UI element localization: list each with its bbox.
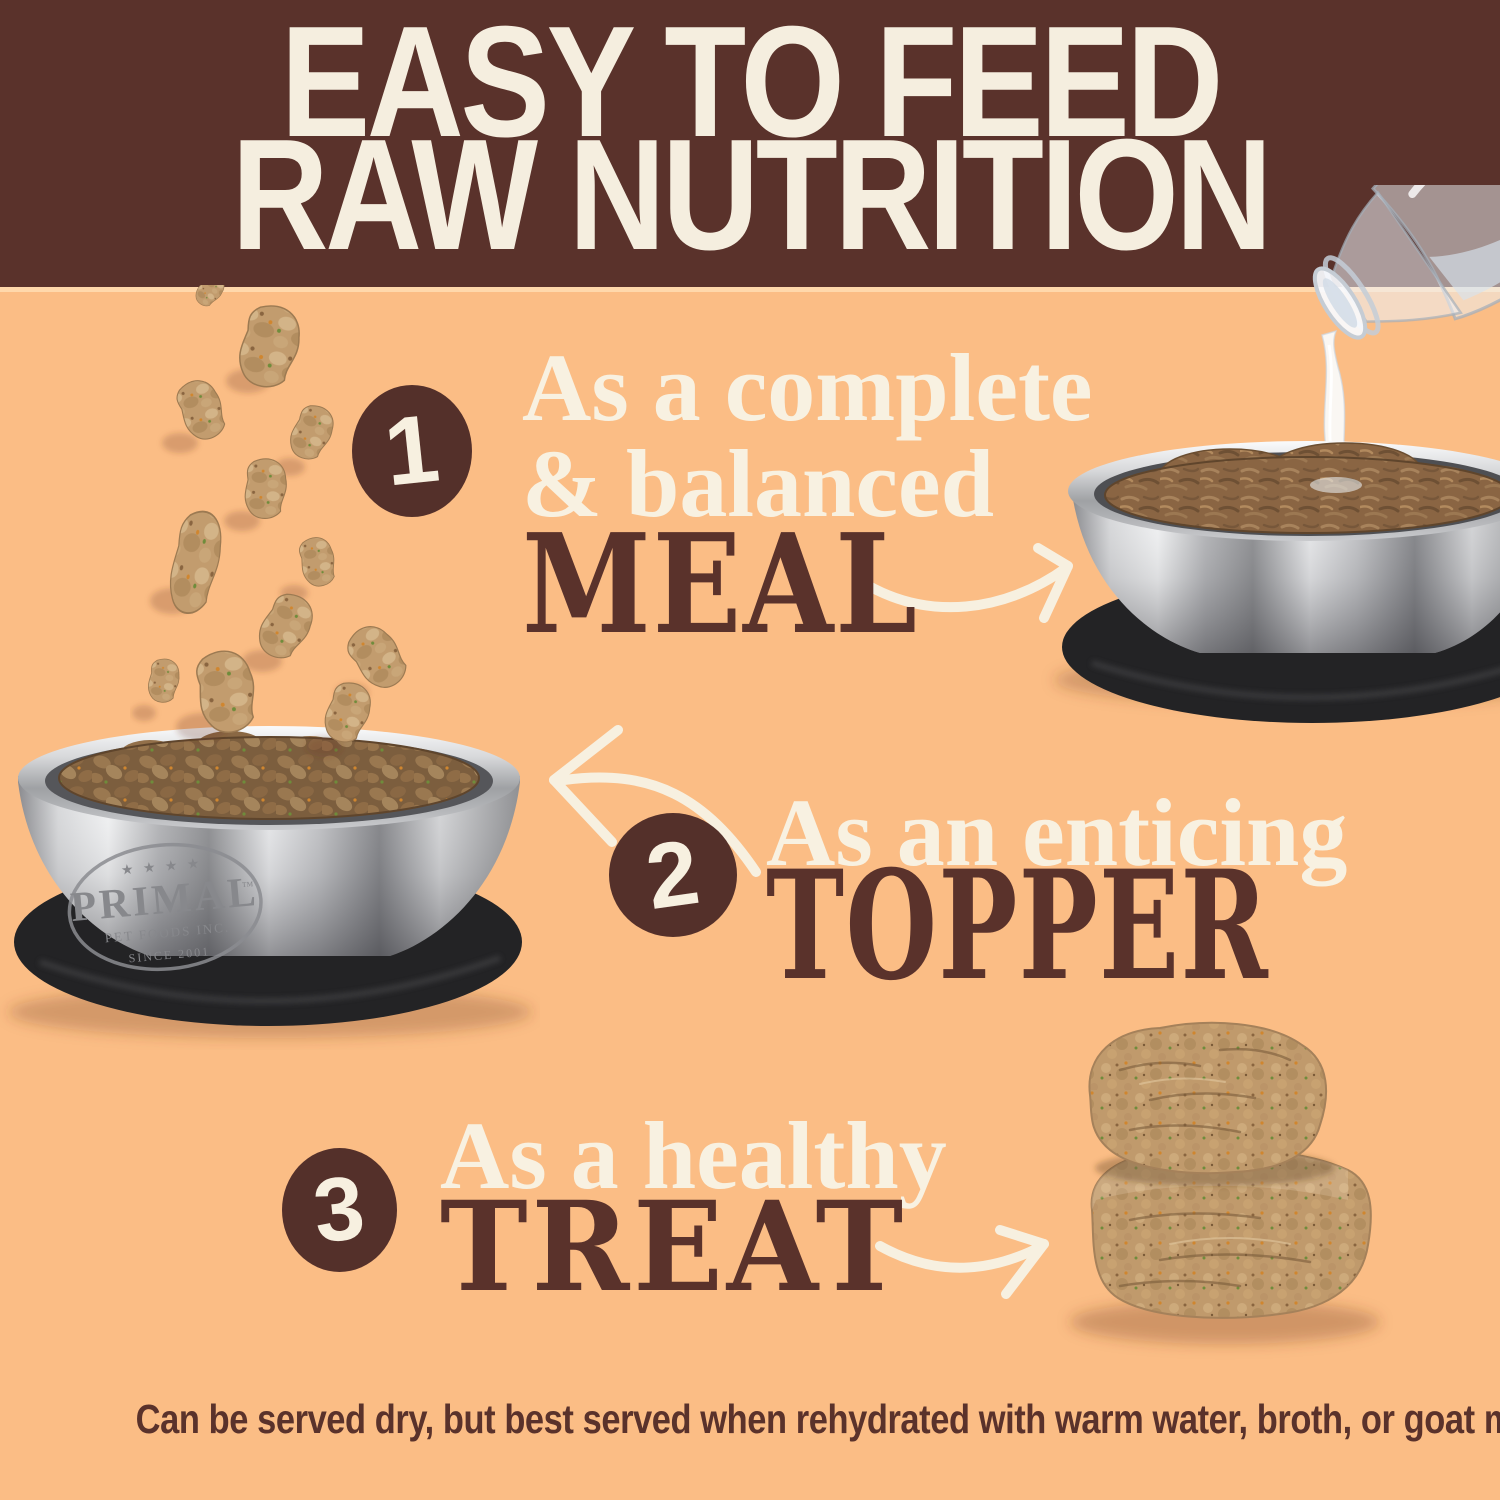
banner-title-line1: EASY TO FEED xyxy=(280,0,1223,170)
step-2-lead-line1: As an enticing xyxy=(766,779,1348,886)
logo-trademark: ™ xyxy=(241,878,254,893)
step-1-lead-line2: & balanced xyxy=(522,430,995,537)
step-3-lead-line1: As a healthy xyxy=(440,1102,947,1209)
water-bottle xyxy=(1312,185,1500,340)
treat-chunk-top xyxy=(1088,1021,1328,1175)
step-2-badge: 2 xyxy=(609,813,737,937)
step-1-number: 1 xyxy=(379,394,445,507)
footer-note: Can be served dry, but best served when … xyxy=(0,1396,1500,1443)
header-banner: EASY TO FEED RAW NUTRITION xyxy=(0,0,1500,292)
falling-kibble-photo xyxy=(132,285,415,757)
step-1-lead-line1: As a complete xyxy=(522,334,1093,441)
step-3-keyword: TREAT xyxy=(440,1175,907,1320)
logo-stars: ★ ★ ★ ★ xyxy=(120,857,203,879)
treat-chunks-photo xyxy=(1070,1021,1380,1344)
step-3-badge: 3 xyxy=(282,1148,397,1272)
step-2-number: 2 xyxy=(640,820,706,929)
step-3: As a healthy TREAT xyxy=(440,1108,947,1310)
step-1-keyword: MEAL xyxy=(522,504,919,665)
step-1-badge: 1 xyxy=(352,385,472,517)
step-1: As a complete & balanced MEAL xyxy=(522,334,1093,665)
step-2: As an enticing TOPPER xyxy=(766,779,1485,1014)
step-3-number: 3 xyxy=(309,1157,370,1262)
kibble-bowl-photo: ★ ★ ★ ★ PRIMAL ™ PET FOODS INC. SINCE 20… xyxy=(8,726,532,1038)
banner-title-line2: RAW NUTRITION xyxy=(231,107,1272,283)
footer-note-text: Can be served dry, but best served when … xyxy=(135,1396,1500,1442)
step-2-keyword: TOPPER xyxy=(766,838,1270,1014)
meal-bowl-photo xyxy=(1054,185,1500,723)
